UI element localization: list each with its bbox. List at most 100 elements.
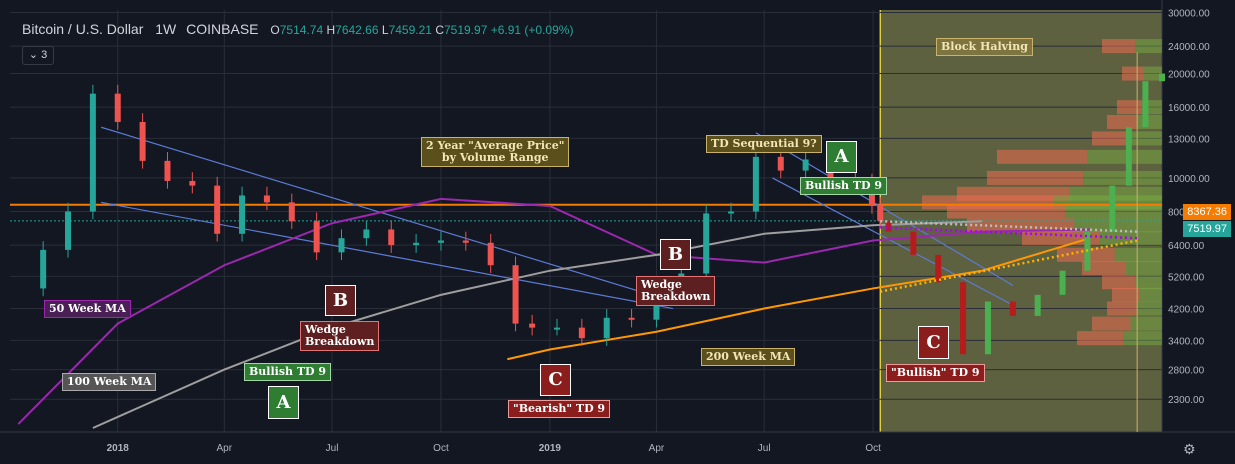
candle-body	[802, 159, 809, 171]
volume-profile-bar	[1102, 275, 1135, 290]
trend-line	[772, 177, 1014, 306]
candle-body	[628, 317, 635, 320]
candle-body	[553, 327, 560, 330]
forecast-bar	[960, 282, 967, 355]
candle-body	[338, 238, 345, 253]
block-halving-note: Block Halving	[936, 38, 1033, 56]
volume-profile-bar	[1107, 301, 1138, 316]
volume-profile-bar	[1092, 316, 1131, 331]
candle-body	[164, 160, 171, 181]
candle-body	[388, 229, 395, 246]
y-tick-label: 2800.00	[1168, 366, 1205, 377]
change-value: +6.91 (+0.09%)	[490, 23, 574, 37]
y-tick-label: 16000.00	[1168, 103, 1210, 114]
forecast-bar	[984, 301, 991, 355]
candle-body	[214, 185, 221, 234]
wave-c-marker: C	[540, 364, 571, 396]
ohlc-values: O7514.74 H7642.66 L7459.21 C7519.97 +6.9…	[270, 23, 574, 37]
last-price-tag: 7519.97	[1183, 221, 1231, 237]
volume-profile-bar	[997, 149, 1088, 164]
trend-line	[100, 126, 674, 303]
ma100-label: 100 Week MA	[62, 373, 157, 391]
volume-profile-bar	[947, 204, 1066, 219]
forecast-bar	[1142, 81, 1149, 128]
moving-average-line	[92, 220, 983, 429]
orange-level-price-tag: 8367.36	[1183, 204, 1231, 220]
candle-body	[728, 211, 735, 214]
exchange: COINBASE	[186, 21, 259, 37]
wave-b-marker: B	[325, 285, 356, 316]
y-tick-label: 10000.00	[1168, 174, 1210, 185]
moving-average-line	[507, 237, 1091, 361]
forecast-bar	[1125, 127, 1132, 186]
volume-profile-bar	[1102, 39, 1135, 54]
x-tick-label: Apr	[217, 443, 233, 454]
y-tick-label: 24000.00	[1168, 42, 1210, 53]
td-sequential-note: TD Sequential 9?	[706, 135, 822, 153]
forecast-bar	[910, 231, 917, 255]
forecast-bar	[1009, 301, 1016, 316]
candle-body	[413, 242, 420, 246]
candle-body	[239, 195, 246, 234]
y-tick-label: 20000.00	[1168, 70, 1210, 81]
candle-body	[363, 229, 370, 239]
candle-body	[703, 213, 710, 274]
x-tick-label: Jul	[758, 443, 771, 454]
volume-profile-bar	[1137, 301, 1162, 316]
volume-profile-bar	[1135, 275, 1162, 290]
volume-profile-bar	[1054, 195, 1162, 210]
y-tick-label: 6400.00	[1168, 241, 1205, 252]
symbol-name[interactable]: Bitcoin / U.S. Dollar	[22, 21, 144, 37]
volume-profile-bar	[1112, 287, 1140, 302]
candle-body	[313, 221, 320, 253]
ma200-label: 200 Week MA	[701, 348, 796, 366]
forecast-bar	[1059, 270, 1066, 295]
candle-body	[288, 202, 295, 222]
moving-average-line	[17, 197, 1090, 425]
volume-profile-bar	[1077, 331, 1124, 346]
wedge-breakdown-label: Wedge Breakdown	[300, 321, 380, 351]
candle-body	[40, 249, 47, 289]
gear-icon[interactable]: ⚙	[1183, 442, 1196, 458]
volume-profile-bar	[1130, 316, 1162, 331]
forecast-bar	[1159, 73, 1165, 82]
forecast-bar	[885, 220, 892, 232]
candle-body	[462, 240, 469, 243]
candle-body	[529, 323, 536, 328]
y-tick-label: 13000.00	[1168, 134, 1210, 145]
chart-header: Bitcoin / U.S. Dollar 1W COINBASE O7514.…	[22, 21, 573, 37]
candle-body	[65, 211, 72, 250]
projection-dotted-line	[879, 239, 1138, 293]
bullish-td-label: Bullish TD 9	[244, 363, 332, 381]
bullish-td-quoted-label: "Bullish" TD 9	[886, 364, 985, 382]
candle-body	[114, 93, 121, 122]
y-tick-label: 2300.00	[1168, 395, 1205, 406]
x-tick-label: Oct	[865, 443, 881, 454]
interval[interactable]: 1W	[155, 21, 177, 37]
x-tick-label: Jul	[326, 443, 339, 454]
indicator-count: 3	[41, 49, 48, 61]
volume-profile-bar	[1126, 260, 1162, 275]
volume-profile-bar	[1137, 114, 1162, 129]
candle-body	[139, 121, 146, 161]
volume-profile-bar	[987, 170, 1084, 185]
indicators-collapse-button[interactable]: ⌄ 3	[22, 46, 54, 65]
volume-profile-bar	[1107, 114, 1138, 129]
candle-body	[578, 327, 585, 339]
volume-profile-bar	[1114, 247, 1162, 262]
wave-a-marker: A	[826, 141, 857, 173]
volume-profile-bar	[1122, 66, 1144, 81]
wave-c-marker: C	[918, 326, 949, 359]
volume-profile-bar	[1130, 131, 1162, 146]
chevron-down-icon: ⌄	[28, 49, 39, 61]
candle-body	[263, 195, 270, 203]
trend-line	[755, 132, 1014, 286]
wave-b-marker: B	[660, 239, 691, 270]
candle-body	[877, 205, 884, 221]
volume-profile-bar	[1087, 149, 1162, 164]
bearish-td-label: "Bearish" TD 9	[508, 400, 611, 418]
volume-profile-bar	[1083, 170, 1162, 185]
wedge-breakdown-label: Wedge Breakdown	[636, 276, 716, 306]
volume-profile-bar	[1092, 131, 1131, 146]
